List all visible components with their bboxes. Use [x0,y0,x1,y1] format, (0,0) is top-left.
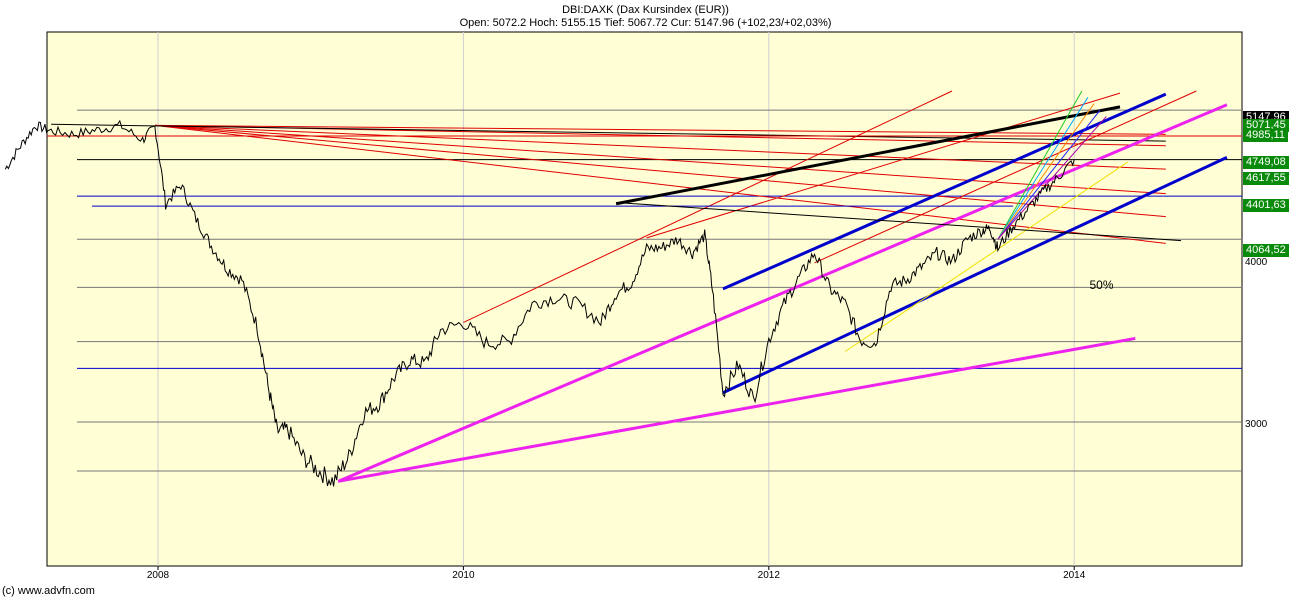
y-tick-label: 3000 [1245,419,1268,430]
x-tick-label: 2012 [758,570,781,581]
fan-line-colored [997,116,1107,240]
x-tick-label: 2010 [452,570,475,581]
fan-line-colored [997,103,1095,240]
fan-line [154,124,1166,170]
chart-title: DBI:DAXK (Dax Kursindex (EUR)) [562,4,729,16]
price-label: 4617,55 [1243,172,1289,186]
annotation-label: 50% [1089,278,1113,292]
blue-channel-upper [722,92,1167,291]
price-label: 4985,11 [1243,129,1288,143]
trend-line [51,123,1166,142]
fan-line [154,124,1166,135]
chart-subtitle: Open: 5072.2 Hoch: 5155.15 Tief: 5067.72… [459,17,832,29]
price-label: 4401,63 [1243,199,1289,213]
fan-line [154,124,1166,244]
channel-line [646,92,1121,239]
yellow-trend-line [844,161,1128,352]
copyright-credit: (c) www.advfn.com [2,585,95,597]
fan-line-colored [997,97,1089,240]
fan-line [154,124,1166,195]
price-label: 4749,08 [1243,156,1289,170]
plot-area [46,31,1243,567]
magenta-trend-upper [337,103,1228,483]
x-tick-label: 2008 [147,570,170,581]
price-label: 4064,52 [1243,243,1289,257]
black-trend-line [615,105,1121,206]
magenta-trend-lower [337,336,1136,483]
fan-line-colored [997,109,1101,240]
channel-line [463,90,953,323]
price-series-line [4,119,1075,487]
y-tick-label: 4000 [1245,257,1268,268]
fan-line-colored [997,90,1083,240]
blue-channel-lower [722,155,1228,395]
channel-line [814,90,1197,264]
x-tick-label: 2014 [1063,570,1086,581]
down-trend-line [616,202,1182,242]
